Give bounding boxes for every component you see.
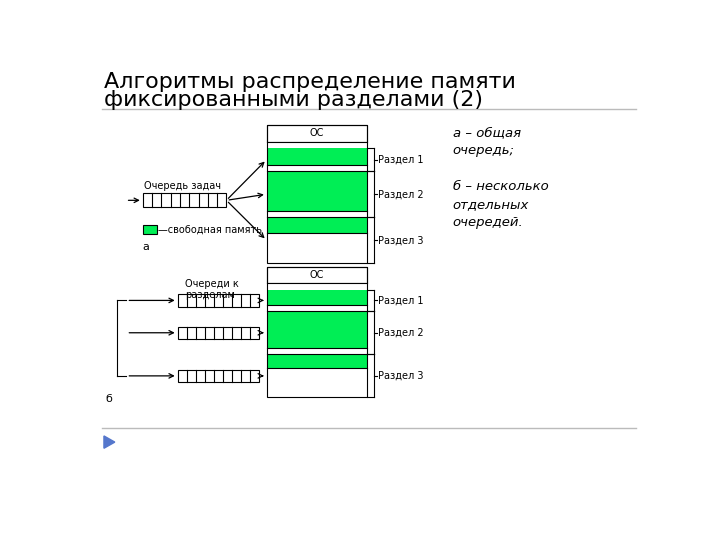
Text: ОС: ОС <box>310 129 324 138</box>
Text: —свободная память: —свободная память <box>158 225 262 234</box>
Bar <box>266 267 367 284</box>
Bar <box>143 225 157 234</box>
Bar <box>178 370 259 382</box>
Bar <box>266 142 367 148</box>
Text: а: а <box>143 242 150 252</box>
Bar <box>266 284 367 289</box>
Polygon shape <box>104 436 114 448</box>
Bar <box>178 327 259 339</box>
Bar <box>266 354 367 368</box>
Bar <box>266 125 367 142</box>
Text: фиксированными разделами (2): фиксированными разделами (2) <box>104 90 483 110</box>
Bar <box>266 233 367 264</box>
Bar <box>178 294 259 307</box>
Bar <box>143 193 226 207</box>
Bar <box>266 125 367 264</box>
Text: б: б <box>106 394 112 404</box>
Bar <box>266 217 367 233</box>
Bar <box>266 148 367 165</box>
Bar <box>266 348 367 354</box>
Text: а – общая
очередь;

б – несколько
отдельных
очередей.: а – общая очередь; б – несколько отдельн… <box>453 126 549 230</box>
Text: Раздел 3: Раздел 3 <box>378 235 424 245</box>
Text: Раздел 2: Раздел 2 <box>378 328 424 338</box>
Text: Раздел 1: Раздел 1 <box>378 295 424 306</box>
Bar <box>266 171 367 211</box>
Bar <box>266 368 367 397</box>
Text: Раздел 2: Раздел 2 <box>378 189 424 199</box>
Bar <box>266 311 367 348</box>
Text: Очередь задач: Очередь задач <box>144 181 221 191</box>
Bar <box>266 305 367 311</box>
Bar <box>266 211 367 217</box>
Text: Очереди к
разделам: Очереди к разделам <box>185 279 239 300</box>
Text: Раздел 3: Раздел 3 <box>378 371 424 381</box>
Bar <box>266 267 367 397</box>
Text: Алгоритмы распределение памяти: Алгоритмы распределение памяти <box>104 72 516 92</box>
Text: Раздел 1: Раздел 1 <box>378 154 424 165</box>
Text: ОС: ОС <box>310 270 324 280</box>
Bar <box>266 289 367 305</box>
Bar <box>266 165 367 171</box>
